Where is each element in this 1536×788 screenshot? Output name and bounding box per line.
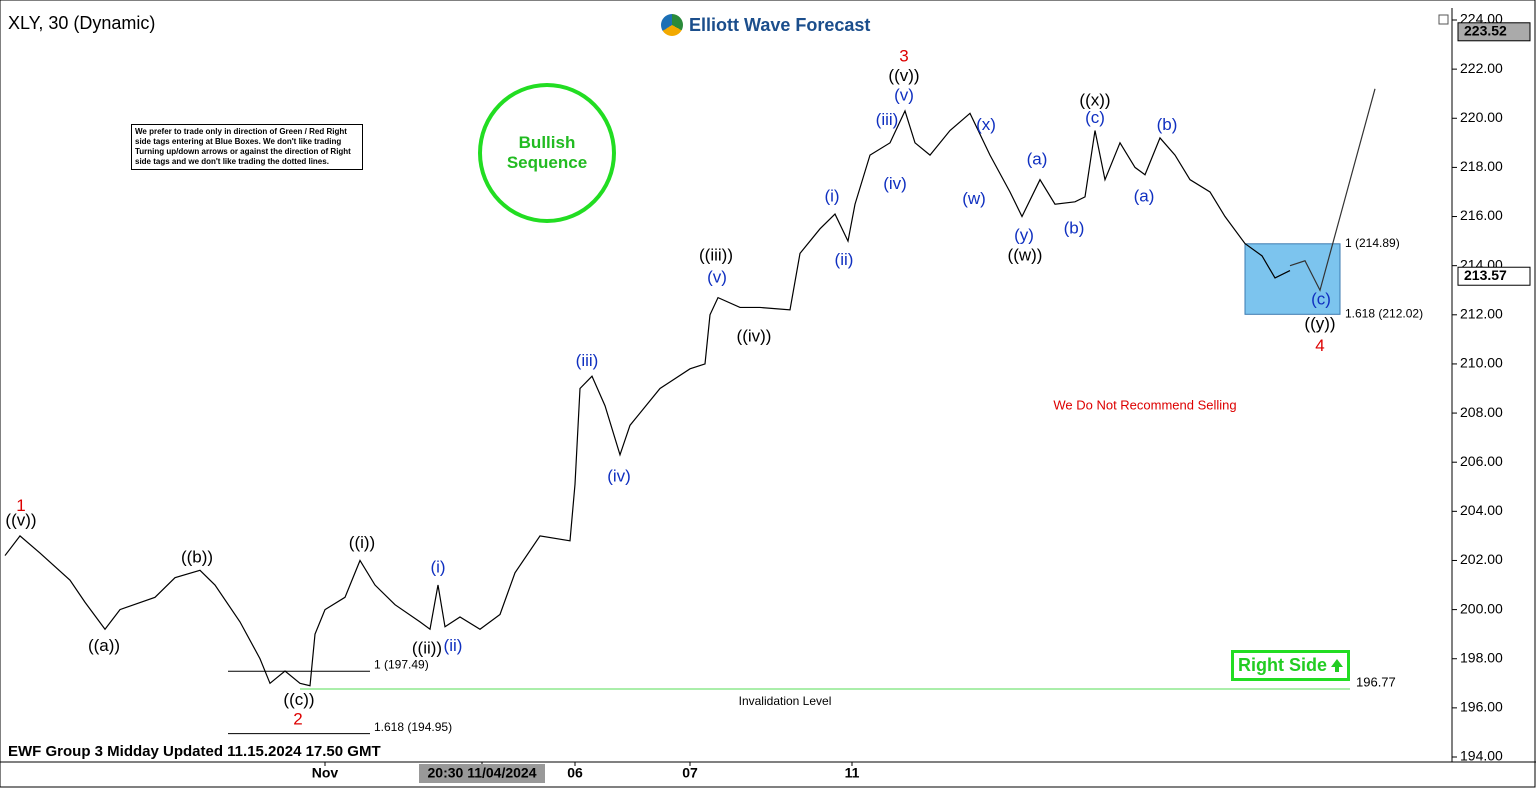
wave-label: (c) — [1085, 108, 1105, 127]
wave-label: (a) — [1134, 186, 1155, 205]
y-tick-label: 222.00 — [1460, 60, 1503, 76]
wave-label: (w) — [962, 189, 986, 208]
wave-label: (iv) — [883, 174, 907, 193]
y-tick-label: 210.00 — [1460, 355, 1503, 371]
wave-label: (c) — [1311, 290, 1331, 309]
price-marker — [1457, 266, 1531, 286]
badge-text: Bullish Sequence — [506, 133, 588, 172]
price-marker-label: 213.57 — [1464, 267, 1507, 283]
wave-label: ((iv)) — [737, 326, 772, 345]
x-tick-label: 11 — [845, 765, 860, 781]
fib-label: 1 (197.49) — [374, 657, 429, 671]
wave-label: ((ii)) — [412, 638, 442, 657]
price-line — [4, 109, 1291, 687]
invalidation-text: Invalidation Level — [739, 694, 832, 708]
right-side-text: Right Side — [1238, 655, 1327, 675]
note: We prefer to trade only in direction of … — [131, 124, 363, 170]
y-tick-label: 198.00 — [1460, 649, 1503, 665]
wave-label: (ii) — [835, 250, 854, 269]
wave-label: ((v)) — [888, 66, 919, 85]
up-arrow — [1331, 658, 1343, 672]
wave-label: (b) — [1157, 115, 1178, 134]
y-tick-label: 212.00 — [1460, 306, 1503, 322]
wave-label: ((a)) — [88, 636, 120, 655]
x-tick-label: 06 — [567, 765, 583, 781]
right-side-tag: Right Side — [1231, 650, 1350, 681]
footer: EWF Group 3 Midday Updated 11.15.2024 17… — [8, 743, 381, 760]
invalidation-value: 196.77 — [1356, 674, 1396, 689]
x-tick-label: 07 — [682, 765, 698, 781]
crosshair-label-bg — [419, 764, 545, 783]
y-tick-label: 218.00 — [1460, 158, 1503, 174]
logo: Elliott Wave Forecast — [661, 14, 870, 36]
fib-label: 1.618 (194.95) — [374, 720, 452, 734]
wave-label: (iii) — [876, 110, 899, 129]
wave-label: ((b)) — [181, 547, 213, 566]
y-tick-label: 200.00 — [1460, 600, 1503, 616]
recommendation: We Do Not Recommend Selling — [1053, 397, 1236, 412]
price-marker — [1457, 22, 1531, 42]
y-tick-label: 196.00 — [1460, 699, 1503, 715]
wave-label: (iii) — [576, 351, 599, 370]
x-tick-label: 20:30 11/04/2024 — [428, 765, 537, 781]
wave-label: (iv) — [607, 466, 631, 485]
y-tick-label: 220.00 — [1460, 109, 1503, 125]
wave-label: (ii) — [444, 636, 463, 655]
wave-label: ((v)) — [5, 511, 36, 530]
window-icon[interactable] — [1438, 14, 1449, 25]
y-tick-label: 206.00 — [1460, 453, 1503, 469]
chart-title: XLY, 30 (Dynamic) — [8, 13, 155, 33]
wave-label: (i) — [824, 186, 839, 205]
y-tick-label: 216.00 — [1460, 207, 1503, 223]
wave-label: (v) — [707, 267, 727, 286]
wave-label: ((w)) — [1008, 245, 1043, 264]
wave-label: (b) — [1064, 218, 1085, 237]
wave-label: ((iii)) — [699, 245, 733, 264]
wave-label: (v) — [894, 86, 914, 105]
wave-label: ((i)) — [349, 533, 375, 552]
zone-label: 1 (214.89) — [1345, 236, 1400, 250]
wave-label: ((y)) — [1304, 314, 1335, 333]
zone-label: 1.618 (212.02) — [1345, 306, 1423, 320]
bullish-badge: Bullish Sequence — [478, 83, 616, 223]
wave-label: 2 — [293, 710, 302, 729]
y-tick-label: 208.00 — [1460, 404, 1503, 420]
wave-label: (y) — [1014, 226, 1034, 245]
y-tick-label: 204.00 — [1460, 502, 1503, 518]
x-tick-label: Nov — [312, 765, 339, 781]
logo-icon — [661, 14, 683, 36]
y-tick-label: 202.00 — [1460, 551, 1503, 567]
price-line — [1289, 88, 1376, 292]
price-marker-label: 223.52 — [1464, 22, 1507, 38]
wave-label: ((c)) — [283, 690, 314, 709]
wave-label: 1 — [16, 496, 25, 515]
wave-label: (a) — [1027, 150, 1048, 169]
wave-label: (x) — [976, 115, 996, 134]
wave-label: ((x)) — [1079, 91, 1110, 110]
wave-label: 4 — [1315, 336, 1324, 355]
wave-label: (i) — [430, 557, 445, 576]
wave-label: 3 — [899, 46, 908, 65]
y-tick-label: 194.00 — [1460, 748, 1503, 764]
logo-text: Elliott Wave Forecast — [689, 14, 871, 35]
